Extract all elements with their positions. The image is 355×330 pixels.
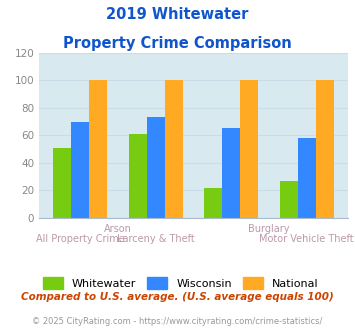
Text: 2019 Whitewater: 2019 Whitewater [106, 7, 249, 21]
Bar [316, 80, 334, 218]
Text: Burglary: Burglary [248, 224, 290, 234]
Legend: Whitewater, Wisconsin, National: Whitewater, Wisconsin, National [38, 273, 323, 293]
Bar [222, 128, 240, 218]
Bar [53, 148, 71, 218]
Text: © 2025 CityRating.com - https://www.cityrating.com/crime-statistics/: © 2025 CityRating.com - https://www.city… [32, 317, 323, 326]
Text: Arson: Arson [104, 224, 132, 234]
Text: Motor Vehicle Theft: Motor Vehicle Theft [260, 234, 354, 244]
Text: Property Crime Comparison: Property Crime Comparison [63, 36, 292, 51]
Bar [204, 187, 222, 218]
Bar [279, 181, 297, 218]
Text: All Property Crime: All Property Crime [36, 234, 125, 244]
Bar [165, 80, 183, 218]
Bar [240, 80, 258, 218]
Bar [89, 80, 108, 218]
Bar [71, 121, 89, 218]
Text: Larceny & Theft: Larceny & Theft [117, 234, 195, 244]
Bar [147, 117, 165, 218]
Text: Compared to U.S. average. (U.S. average equals 100): Compared to U.S. average. (U.S. average … [21, 292, 334, 302]
Bar [129, 134, 147, 218]
Bar [297, 138, 316, 218]
